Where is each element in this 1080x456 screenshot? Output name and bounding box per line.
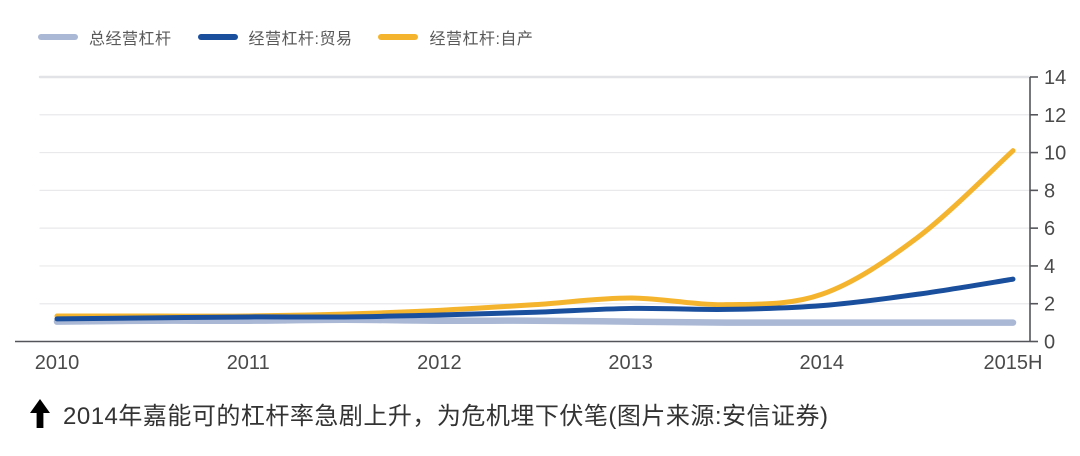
x-tick-label-2015H: 2015H <box>984 352 1043 374</box>
x-tick-label-2012: 2012 <box>417 352 462 374</box>
legend: 总经营杠杆 经营杠杆:贸易 经营杠杆:自产 <box>38 25 533 49</box>
figure-caption: 2014年嘉能可的杠杆率急剧上升，为危机埋下伏笔(图片来源:安信证券) <box>30 396 829 431</box>
legend-item-total: 总经营杠杆 <box>38 25 172 49</box>
y-tick-label-12: 12 <box>1044 105 1066 127</box>
y-tick-label-8: 8 <box>1044 180 1055 202</box>
y-tick-label-14: 14 <box>1044 67 1066 89</box>
caption-text: 2014年嘉能可的杠杆率急剧上升，为危机埋下伏笔(图片来源:安信证券) <box>63 403 829 430</box>
legend-label-trade: 经营杠杆:贸易 <box>248 31 353 48</box>
series-line-self-produced <box>54 148 1016 319</box>
legend-marker-self-produced-icon <box>378 34 419 40</box>
legend-item-self-produced: 经营杠杆:自产 <box>378 25 533 49</box>
y-tick-label-0: 0 <box>1044 332 1055 354</box>
line-chart: 0 2 4 6 8 10 12 14 2010 2011 2012 2013 2014 2015H <box>15 67 1066 374</box>
legend-label-self-produced: 经营杠杆:自产 <box>429 31 534 48</box>
legend-marker-trade-icon <box>197 34 238 40</box>
x-tick-label-2013: 2013 <box>608 352 653 374</box>
y-tick-label-2: 2 <box>1044 294 1055 316</box>
series-line-total <box>53 316 1017 326</box>
x-tick-label-2014: 2014 <box>800 352 845 374</box>
x-tick-label-2011: 2011 <box>227 352 270 374</box>
y-tick-label-6: 6 <box>1044 218 1055 240</box>
y-tick-label-10: 10 <box>1044 143 1066 165</box>
up-arrow-icon <box>30 398 50 428</box>
x-tick-label-2010: 2010 <box>35 352 80 374</box>
legend-marker-total-icon <box>38 34 78 40</box>
y-tick-label-4: 4 <box>1044 256 1055 278</box>
series-line-trade <box>54 276 1016 322</box>
legend-item-trade: 经营杠杆:贸易 <box>197 25 353 49</box>
legend-label-total: 总经营杠杆 <box>89 31 172 48</box>
